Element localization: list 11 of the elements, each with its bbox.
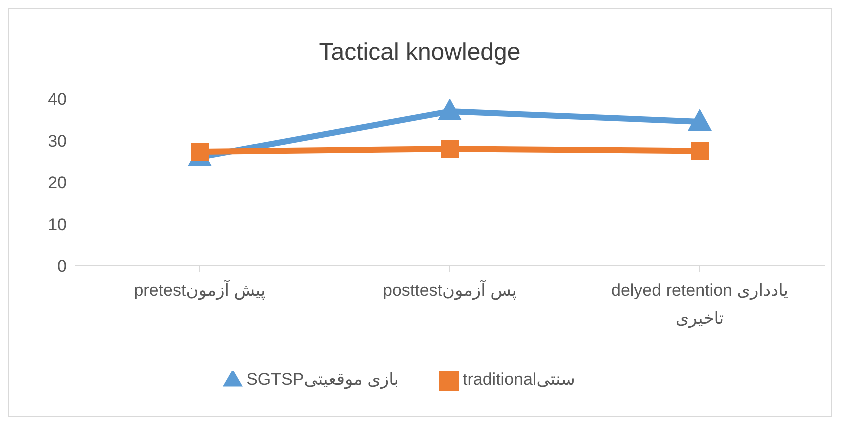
y-tick-label: 10 xyxy=(48,215,67,234)
legend-label: سنتیtraditional xyxy=(463,370,576,389)
y-tick-label: 30 xyxy=(48,132,67,151)
x-tick-label: پیش آزمونpretest xyxy=(134,280,266,301)
y-tick-label: 20 xyxy=(48,174,67,193)
y-tick-label: 40 xyxy=(48,90,67,110)
chart-title: Tactical knowledge xyxy=(318,39,522,67)
legend-label: بازی موقعیتیSGTSP xyxy=(246,370,399,389)
x-tick-label: پس آزمونposttest xyxy=(383,280,518,301)
x-tick-label: یادداری delyed retention تاخیری xyxy=(612,281,789,329)
y-tick-label: 0 xyxy=(58,257,67,276)
